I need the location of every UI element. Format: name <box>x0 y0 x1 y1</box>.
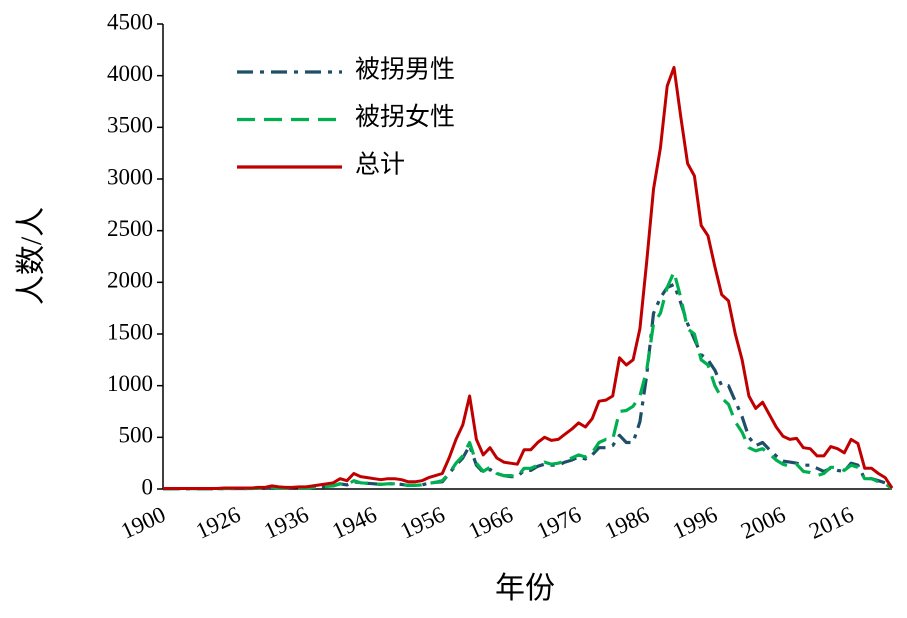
data-line <box>163 270 893 491</box>
y-tick-label: 2500 <box>107 216 153 241</box>
y-tick-label: 3500 <box>107 113 153 138</box>
legend-label: 被拐男性 <box>355 56 455 84</box>
y-tick-label: 1500 <box>107 319 153 344</box>
data-line <box>163 282 894 491</box>
x-tick-label: 1936 <box>260 502 312 544</box>
x-tick-label: 2016 <box>805 502 857 544</box>
x-tick-label: 1966 <box>465 502 517 544</box>
y-axis-label: 人数/人 <box>15 207 48 305</box>
x-tick-label: 1900 <box>117 502 169 544</box>
y-tick-label: 1000 <box>107 371 153 396</box>
y-tick-label: 500 <box>119 423 154 448</box>
x-tick-label: 1946 <box>328 502 380 544</box>
y-tick-label: 0 <box>142 474 154 499</box>
y-tick-label: 3000 <box>107 164 153 189</box>
x-tick-label: 1956 <box>396 502 448 544</box>
data-line <box>163 65 894 490</box>
x-tick-label: 2006 <box>737 502 789 544</box>
y-tick-label: 4000 <box>107 61 153 86</box>
x-axis-label: 年份 <box>495 572 555 605</box>
x-tick-label: 1976 <box>533 502 585 544</box>
y-tick-label: 2000 <box>107 268 153 293</box>
legend-label: 总计 <box>355 151 405 179</box>
x-tick-label: 1926 <box>192 502 244 544</box>
x-tick-label: 1996 <box>669 502 721 544</box>
legend-label: 被拐女性 <box>355 103 455 131</box>
x-tick-label: 1986 <box>601 502 653 544</box>
y-tick-label: 4500 <box>107 9 153 34</box>
